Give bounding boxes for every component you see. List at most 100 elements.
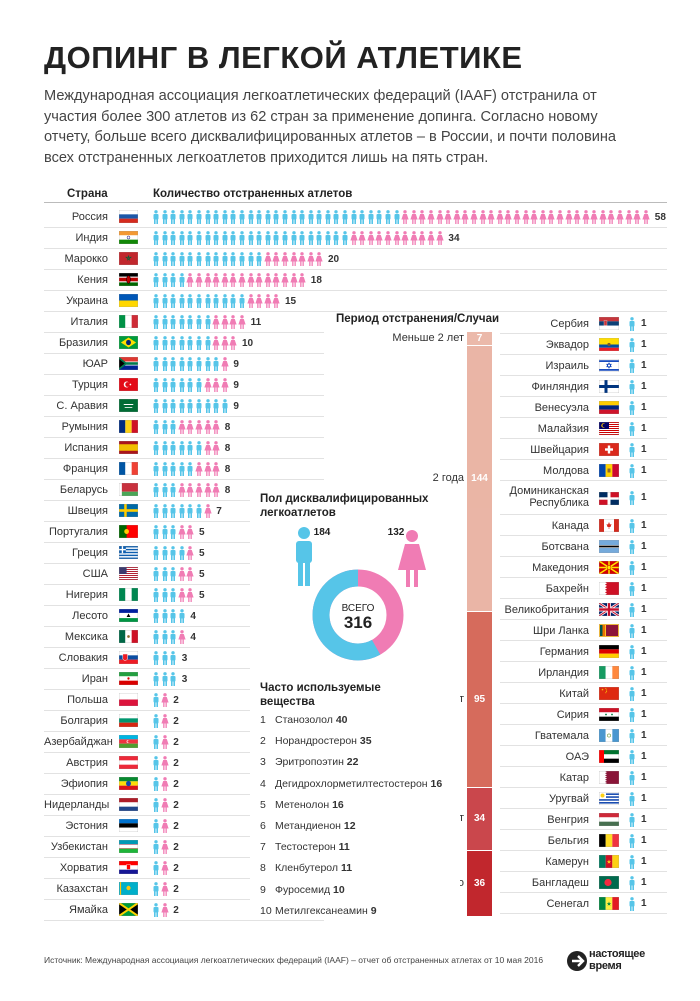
athlete-count: 5	[199, 569, 205, 580]
male-icon	[179, 378, 185, 392]
male-icon	[342, 210, 348, 224]
athlete-count: 8	[224, 485, 231, 496]
row-divider	[44, 311, 667, 312]
country-name: Македония	[532, 562, 589, 574]
country-name: Россия	[71, 211, 108, 223]
substance-count: 35	[359, 735, 372, 748]
female-icon	[186, 567, 194, 581]
athlete-count: 15	[285, 296, 297, 307]
male-icon	[291, 210, 296, 224]
cameroon-flag-icon	[599, 855, 619, 868]
china-flag-icon	[599, 687, 619, 700]
male-icon	[170, 273, 176, 287]
substance-name: Метандиенон	[275, 820, 344, 832]
row-divider	[500, 661, 667, 662]
row-divider	[44, 353, 324, 354]
male-icon	[239, 252, 245, 266]
female-icon	[513, 210, 521, 224]
country-name: Шри Ланка	[533, 625, 589, 637]
uzbekistan-flag-icon	[119, 840, 138, 853]
country-name: Узбекистан	[50, 841, 108, 853]
male-icon	[187, 399, 193, 413]
country-name: Израиль	[545, 360, 589, 372]
belarus-flag-icon	[119, 483, 138, 496]
country-name: Румыния	[61, 421, 108, 433]
athlete-count: 8	[224, 422, 231, 433]
row-divider	[44, 626, 254, 627]
male-icon	[153, 777, 159, 791]
row-divider	[500, 724, 667, 725]
athlete-count: 2	[173, 779, 179, 790]
male-icon	[162, 504, 168, 518]
period-segment: 7	[467, 332, 492, 345]
athlete-icons	[152, 420, 221, 434]
male-icon	[179, 294, 185, 308]
male-icon	[162, 588, 168, 602]
female-icon	[315, 252, 323, 266]
country-name: Беларусь	[59, 484, 108, 496]
substances-title: Часто используемые вещества	[260, 682, 381, 708]
total-value: 316	[344, 613, 372, 632]
female-icon	[590, 210, 598, 224]
male-icon	[230, 210, 236, 224]
female-icon	[178, 420, 186, 434]
male-icon	[205, 252, 211, 266]
athlete-count: 2	[173, 884, 179, 895]
male-icon	[230, 294, 236, 308]
female-icon	[307, 252, 315, 266]
female-icon	[195, 483, 203, 497]
male-icon	[153, 315, 159, 329]
row-divider	[44, 794, 324, 795]
country-name: Эквадор	[545, 339, 589, 351]
country-name: ЮАР	[82, 358, 108, 370]
canada-flag-icon	[599, 519, 619, 532]
row-divider	[44, 416, 324, 417]
country-name: ОАЭ	[565, 751, 589, 763]
poland-flag-icon	[119, 693, 138, 706]
female-icon	[238, 273, 246, 287]
logo-line-1: настоящее	[589, 948, 645, 960]
male-icon	[153, 861, 159, 875]
male-icon	[170, 210, 176, 224]
gender-title: Пол дисквалифицированных легкоатлетов	[260, 493, 429, 519]
female-icon	[178, 588, 186, 602]
male-icon	[248, 210, 254, 224]
male-icon	[179, 315, 185, 329]
male-icon	[629, 463, 635, 478]
athlete-count: 1	[641, 422, 647, 434]
male-icon	[153, 210, 159, 224]
substance-item: 3 Эритропоэтин 22	[260, 756, 358, 768]
country-name: Венгрия	[547, 814, 589, 826]
female-icon	[160, 756, 169, 770]
country-name: Лесото	[72, 610, 108, 622]
athlete-count: 1	[641, 401, 647, 413]
country-name: Китай	[559, 688, 589, 700]
male-icon	[179, 231, 185, 245]
country-name: Сенегал	[546, 898, 589, 910]
female-icon	[246, 294, 255, 308]
male-icon	[162, 546, 168, 560]
male-icon	[629, 539, 635, 554]
athlete-icons	[152, 882, 169, 896]
female-icon	[358, 231, 366, 245]
substance-rank: 6	[260, 820, 266, 832]
row-divider	[44, 395, 324, 396]
female-icon	[221, 378, 229, 392]
athlete-count: 10	[242, 338, 254, 349]
row-divider	[44, 605, 254, 606]
female-icon	[178, 630, 186, 644]
ecuador-flag-icon	[599, 338, 619, 351]
male-icon	[162, 525, 168, 539]
spain-flag-icon	[119, 441, 138, 454]
female-icon	[221, 336, 229, 350]
athlete-count: 2	[173, 842, 179, 853]
male-icon	[316, 231, 322, 245]
female-icon	[186, 525, 194, 539]
male-icon	[629, 518, 635, 533]
country-name: Испания	[64, 442, 108, 454]
male-icon	[153, 399, 159, 413]
male-icon	[205, 231, 211, 245]
row-divider	[44, 332, 324, 333]
male-icon	[153, 756, 159, 770]
female-icon	[521, 210, 530, 224]
